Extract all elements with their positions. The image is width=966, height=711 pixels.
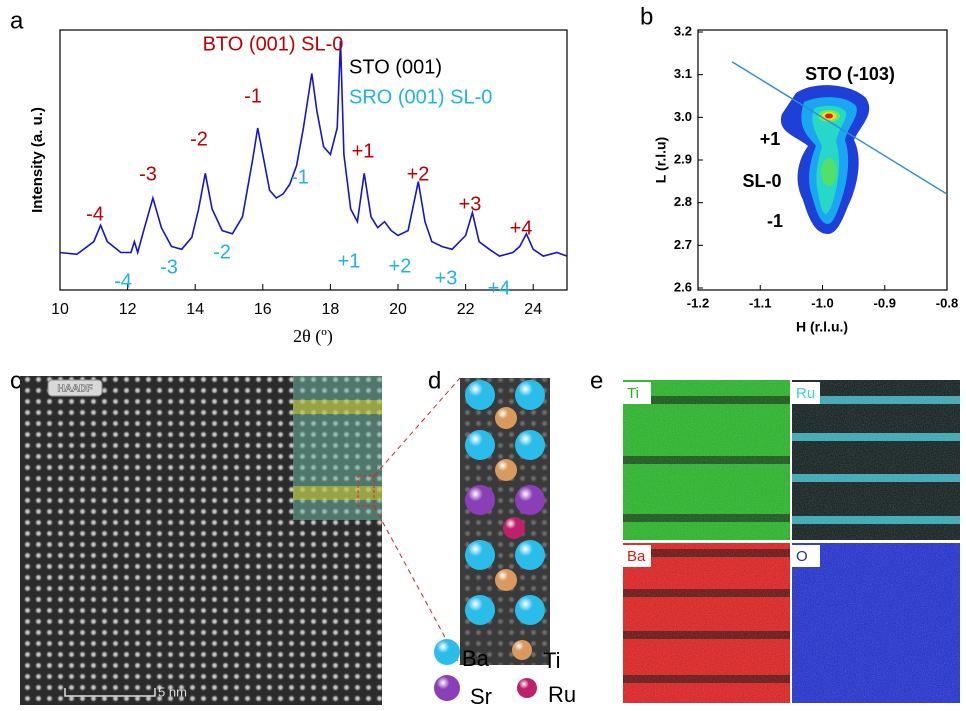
eds-maps: Ti Ru Ba O — [623, 380, 960, 703]
x-tick-label: 18 — [322, 301, 340, 318]
legend-swatch — [512, 640, 532, 660]
annotation: SRO (001) SL-0 — [349, 86, 492, 108]
panel-label: e — [590, 367, 603, 394]
legend-label: Ti — [543, 648, 561, 673]
peak-label: +4 — [488, 277, 511, 299]
atom — [515, 430, 545, 460]
atom — [465, 595, 495, 625]
badge: HAADF — [58, 384, 93, 395]
peak-label: +2 — [407, 163, 430, 185]
contour-level — [821, 158, 837, 186]
atom — [465, 485, 495, 515]
peak-label: -2 — [190, 128, 208, 150]
x-tick-label: -1.1 — [749, 295, 771, 310]
y-axis-label: Intensity (a. u.) — [29, 107, 46, 213]
x-tick-label: -1.0 — [811, 295, 833, 310]
peak-label: -3 — [160, 256, 178, 278]
x-tick-label: 12 — [119, 301, 137, 318]
legend-swatch — [434, 675, 460, 701]
y-axis-label: L (r.l.u) — [653, 137, 669, 183]
atom — [515, 380, 545, 410]
y-tick-label: 2.7 — [674, 237, 692, 252]
annotation: BTO (001) SL-0 — [203, 33, 344, 55]
map-label: Ti — [627, 385, 639, 402]
y-tick-label: 2.9 — [674, 151, 692, 166]
atom — [515, 595, 545, 625]
peak-label: +4 — [510, 217, 533, 239]
overlay-stripe — [293, 486, 382, 500]
atom — [465, 430, 495, 460]
x-tick-label: 22 — [457, 301, 475, 318]
panel-label: b — [640, 3, 653, 30]
annotation: STO (-103) — [805, 64, 895, 84]
map-label: Ru — [796, 385, 815, 402]
peak-label: -4 — [86, 203, 104, 225]
annotation: STO (001) — [349, 56, 442, 78]
peak-label: -3 — [139, 163, 157, 185]
map-label: O — [796, 548, 808, 565]
x-tick-label: 10 — [51, 301, 69, 318]
annotation: -1 — [767, 211, 783, 231]
y-tick-label: 3.2 — [674, 23, 692, 38]
peak-label: -1 — [244, 85, 262, 107]
atom — [495, 459, 517, 481]
atom — [465, 540, 495, 570]
atom — [495, 407, 517, 429]
haadf-image — [20, 376, 382, 705]
x-tick-label: -1.2 — [687, 295, 709, 310]
x-axis-label: H (r.l.u.) — [796, 319, 848, 335]
legend-swatch — [434, 639, 460, 665]
atom — [515, 540, 545, 570]
legend-swatch — [517, 678, 537, 698]
legend-label: Ru — [548, 682, 576, 707]
overlay-stripe — [293, 400, 382, 414]
atom — [495, 569, 517, 591]
figure: a b c d e HAADF 5 nm BaTiSrRu TiRuBaO 10… — [0, 0, 966, 711]
peak-label: +2 — [389, 255, 412, 277]
x-tick-label: 16 — [254, 301, 272, 318]
peak-label: -2 — [213, 241, 231, 263]
legend-label: Ba — [462, 646, 490, 671]
x-tick-label: 24 — [524, 301, 542, 318]
y-tick-label: 2.8 — [674, 194, 692, 209]
zoom-line — [374, 378, 460, 476]
x-tick-label: 20 — [389, 301, 407, 318]
y-tick-label: 3.0 — [674, 109, 692, 124]
atom — [465, 380, 495, 410]
contour-level — [825, 114, 833, 119]
peak-label: -1 — [291, 166, 309, 188]
xrd-curve — [60, 41, 567, 256]
annotation: SL-0 — [742, 171, 781, 191]
peak-label: +1 — [338, 250, 361, 272]
legend-label: Sr — [470, 684, 492, 709]
atom — [503, 517, 525, 539]
x-tick-label: -0.9 — [874, 295, 896, 310]
annotation: +1 — [760, 129, 781, 149]
peak-label: +3 — [435, 267, 458, 289]
map-label: Ba — [627, 548, 646, 565]
peak-label: +3 — [459, 193, 482, 215]
panel-label: d — [428, 367, 441, 394]
y-tick-label: 2.6 — [674, 279, 692, 294]
x-tick-label: 14 — [186, 301, 204, 318]
rsm-map — [781, 85, 869, 234]
atom — [515, 485, 545, 515]
panel-label: a — [10, 7, 24, 34]
y-tick-label: 3.1 — [674, 66, 692, 81]
x-axis-label: 2θ (º) — [293, 326, 333, 347]
x-tick-label: -0.8 — [936, 295, 958, 310]
scale-bar-label: 5 nm — [158, 684, 187, 699]
peak-label: +1 — [352, 140, 375, 162]
peak-label: -4 — [114, 270, 132, 292]
